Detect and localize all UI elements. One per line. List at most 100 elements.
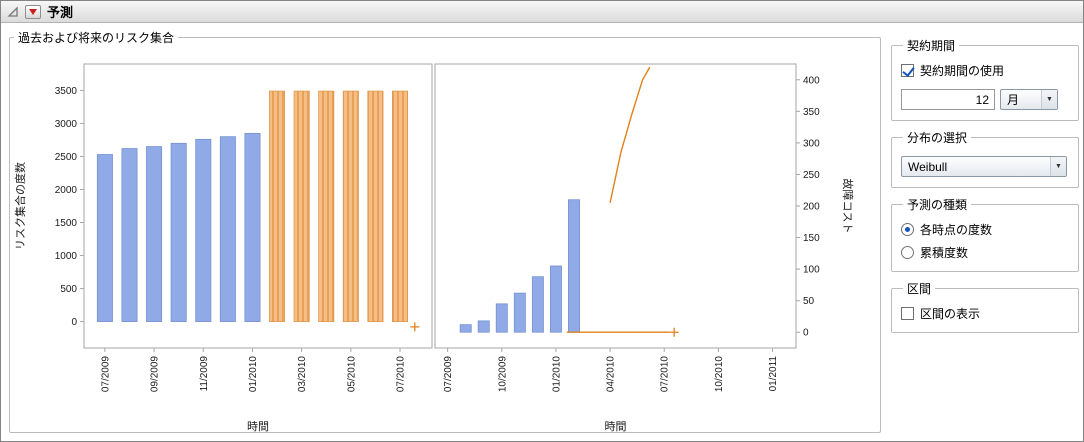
interval-legend: 区間 [907,282,932,296]
use-contract-checkbox-row[interactable]: 契約期間の使用 [901,62,1069,79]
observed-failure-cost-bar[interactable] [459,324,472,333]
x-tick-label: 10/2009 [497,356,508,393]
y-tick-label: 0 [71,317,77,328]
cumulative-counts-label: 累積度数 [920,246,969,260]
contract-period-legend: 契約期間 [907,39,956,53]
observed-failure-cost-bar[interactable] [513,292,526,333]
observed-failure-cost-bar[interactable] [549,265,562,333]
x-tick-label: 05/2010 [346,356,357,393]
observed-risk-set-counts-bar[interactable] [121,148,138,322]
cumulative-counts-radio-row[interactable]: 累積度数 [901,244,1069,261]
dropdown-arrow-icon: ▼ [1050,157,1066,176]
plot-frame [434,63,797,349]
forecast-risk-set-counts-bar[interactable] [293,90,310,322]
x-tick-label: 01/2011 [768,356,779,392]
content-area: 過去および将来のリスク集合 0 500 1000 1500 2000 2500 3000 35… [1,23,1083,441]
chart-0[interactable]: 0 500 1000 1500 2000 2500 3000 3500 07/2009 09/20… [13,63,433,433]
x-axis-title: 時間 [247,420,269,433]
observed-risk-set-counts-bar[interactable] [244,132,261,322]
red-triangle-glyph [29,8,37,15]
use-contract-checkbox[interactable] [901,64,914,77]
observed-risk-set-counts-bar[interactable] [219,136,236,322]
x-tick-label: 07/2009 [100,356,111,393]
distribution-group: 分布の選択 Weibull ▼ [891,129,1079,188]
y-axis-title: リスク集合の度数 [13,162,27,250]
distribution-legend: 分布の選択 [907,131,968,145]
observed-risk-set-counts-bar[interactable] [170,142,187,322]
control-panel: 契約期間 契約期間の使用 月 ▼ 分布の選択 Weibull ▼ [891,37,1079,341]
collapse-triangle-icon[interactable] [7,5,19,18]
y-tick-label: 0 [803,328,809,339]
contract-unit-value: 月 [1007,93,1020,107]
chart-1[interactable]: 0 50 100 150 200 250 300 350 400 07/2009 10/2009 01… [434,63,855,433]
forecast-header[interactable]: 予測 [1,1,1083,23]
y-tick-label: 350 [803,107,820,118]
x-tick-label: 01/2010 [551,356,562,393]
y-tick-label: 150 [803,233,820,244]
y-tick-label: 1500 [55,218,78,229]
observed-failure-cost-bar[interactable] [477,320,490,333]
contract-length-row: 月 ▼ [901,89,1069,110]
contract-length-input[interactable] [901,89,995,110]
observed-risk-set-counts-bar[interactable] [195,138,212,322]
y-tick-label: 3500 [55,86,78,97]
x-tick-label: 01/2010 [248,356,259,393]
forecast-risk-set-counts-bar[interactable] [318,90,335,322]
point-counts-label: 各時点の度数 [920,223,993,237]
forecast-risk-set-counts-bar[interactable] [367,90,384,322]
use-contract-label: 契約期間の使用 [920,64,1005,78]
interval-group: 区間 区間の表示 [891,280,1079,333]
y-tick-label: 500 [60,284,77,295]
risk-set-groupbox: 過去および将来のリスク集合 0 500 1000 1500 2000 2500 3000 35… [9,29,881,433]
y-tick-label: 2000 [55,185,78,196]
y-tick-label: 3000 [55,119,78,130]
observed-risk-set-counts-bar[interactable] [96,154,113,322]
forecast-plus-marker [410,322,420,332]
cumulative-counts-radio[interactable] [901,246,914,259]
x-tick-label: 10/2010 [714,356,725,393]
y-tick-label: 100 [803,265,820,276]
forecast-risk-set-counts-bar[interactable] [269,90,286,322]
show-interval-checkbox[interactable] [901,307,914,320]
y-tick-label: 400 [803,75,820,86]
x-tick-label: 04/2010 [606,356,617,393]
y-tick-label: 300 [803,138,820,149]
x-tick-label: 09/2009 [150,356,161,393]
forecast-type-legend: 予測の種類 [907,198,968,212]
risk-set-group-title: 過去および将来のリスク集合 [18,31,175,45]
distribution-selected-value: Weibull [908,159,948,174]
forecast-type-group: 予測の種類 各時点の度数 累積度数 [891,196,1079,272]
x-tick-label: 11/2009 [199,356,210,392]
red-triangle-menu-icon[interactable] [25,4,41,19]
contract-unit-dropdown[interactable]: 月 ▼ [1000,89,1058,110]
show-interval-label: 区間の表示 [920,307,981,321]
y-tick-label: 200 [803,202,820,213]
x-tick-label: 07/2009 [443,356,454,393]
forecast-cost-line [609,66,651,203]
y-tick-label: 50 [803,296,815,307]
panel-title: 予測 [47,5,74,20]
y-tick-label: 2500 [55,152,78,163]
y-tick-label: 250 [803,170,820,181]
forecast-risk-set-counts-bar[interactable] [342,90,359,322]
point-counts-radio[interactable] [901,223,914,236]
y-tick-label: 1000 [55,251,78,262]
forecast-plus-marker [669,327,679,337]
observed-risk-set-counts-bar[interactable] [146,146,163,322]
show-interval-checkbox-row[interactable]: 区間の表示 [901,305,1069,322]
observed-failure-cost-bar[interactable] [531,276,544,333]
x-tick-label: 03/2010 [297,356,308,393]
x-axis-title: 時間 [605,420,627,433]
forecast-risk-set-counts-bar[interactable] [392,90,409,322]
observed-failure-cost-bar[interactable] [495,303,508,333]
x-tick-label: 07/2010 [396,356,407,393]
observed-failure-cost-bar[interactable] [568,199,580,333]
dropdown-arrow-icon: ▼ [1041,90,1057,109]
contract-period-group: 契約期間 契約期間の使用 月 ▼ [891,37,1079,121]
x-tick-label: 07/2010 [660,356,671,393]
y-axis-title: 故障コスト [841,179,855,234]
point-counts-radio-row[interactable]: 各時点の度数 [901,221,1069,238]
distribution-dropdown[interactable]: Weibull ▼ [901,156,1067,177]
